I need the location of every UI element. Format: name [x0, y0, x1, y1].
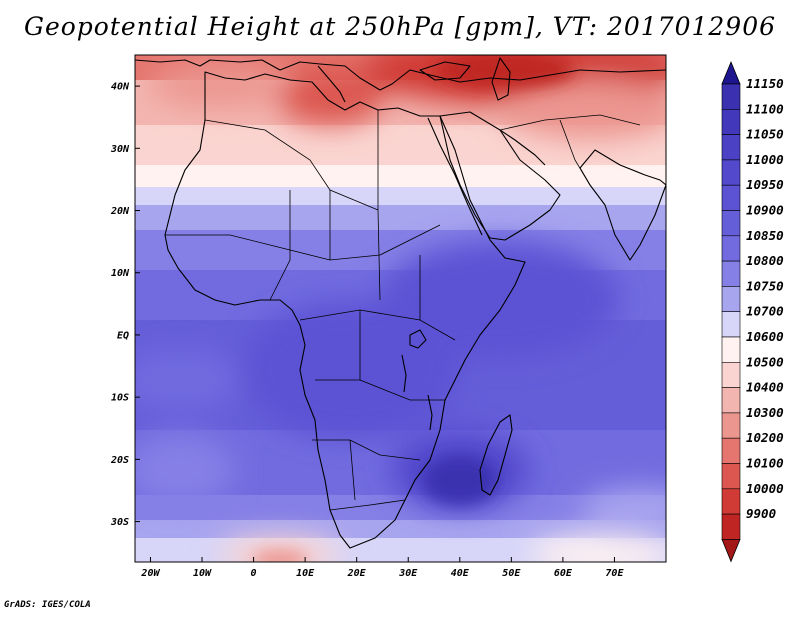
colorbar-swatch [721, 463, 741, 490]
arabia-coastline [439, 111, 561, 241]
colorbar-label: 10800 [746, 253, 784, 268]
colorbar: 11150 11100 11050 11000 10950 10900 10850 10800… [721, 60, 784, 563]
colorbar-bottom-arrow [721, 539, 741, 563]
lake-malawi [427, 394, 433, 431]
colorbar-swatch [721, 286, 741, 312]
y-axis: 40N 30N 20N 10N EQ 10S 20S 30S [110, 82, 140, 528]
colorbar-swatch [721, 412, 741, 439]
y-tick-label: 10S [111, 393, 129, 404]
colorbar-top-arrow [721, 60, 741, 85]
colorbar-swatch [721, 260, 741, 287]
band-10750 [135, 205, 666, 230]
x-tick-label: 10E [296, 568, 315, 579]
lake-tanganyika [401, 354, 407, 393]
colorbar-swatch [721, 437, 741, 464]
border-line [165, 224, 441, 261]
x-tick-label: 70E [605, 568, 624, 579]
colorbar-label: 10900 [746, 203, 784, 218]
x-tick-label: 0 [251, 568, 257, 579]
x-tick-label: 60E [554, 568, 573, 579]
y-tick-label: 10N [111, 268, 130, 279]
colorbar-label: 10300 [746, 405, 784, 420]
colorbar-swatch [721, 488, 741, 515]
border-line [312, 439, 421, 461]
red-sea-coast [427, 117, 483, 236]
colorbar-swatch [721, 387, 741, 414]
band-10750-south [135, 520, 666, 538]
europe-coastline [135, 59, 666, 91]
border-line [377, 110, 381, 301]
colorbar-swatch [721, 311, 741, 338]
band-10700 [135, 187, 666, 205]
map-frame [134, 54, 667, 563]
y-tick-label: 40N [111, 82, 130, 93]
colorbar-swatch [721, 235, 741, 262]
colorbar-label: 10750 [746, 278, 784, 293]
x-tick-label: 40E [451, 568, 470, 579]
border-line [269, 190, 291, 301]
persian-gulf-coast [499, 129, 546, 166]
colorbar-label: 10500 [746, 354, 784, 369]
colorbar-swatch [721, 361, 741, 388]
border-line [315, 379, 445, 401]
africa-coastline [164, 71, 526, 549]
grads-credit: GrADS: IGES/COLA [4, 600, 91, 610]
colorbar-swatch [721, 513, 741, 540]
caspian-sea-coast [491, 57, 511, 101]
band-10800-south [135, 495, 666, 520]
border-line [499, 114, 641, 131]
colorbar-swatch [721, 83, 741, 110]
colorbar-label: 10200 [746, 430, 784, 445]
colorbar-label: 11150 [746, 76, 784, 91]
colorbar-swatch [721, 336, 741, 363]
x-tick-label: 20W [140, 568, 160, 579]
black-sea-coast [419, 61, 471, 81]
colorbar-label: 10000 [746, 481, 784, 496]
y-tick-label: 30S [110, 517, 129, 528]
x-axis: 20W 10W 0 10E 20E 30E 40E 50E 60E 70E [140, 557, 624, 579]
colorbar-label: 10700 [746, 304, 784, 319]
x-tick-label: 20E [347, 568, 367, 579]
border-line [349, 439, 356, 501]
x-tick-label: 50E [502, 568, 521, 579]
coastlines [135, 57, 666, 549]
border-line [299, 309, 456, 341]
colorbar-label: 10400 [746, 380, 784, 395]
colorbar-label: 10850 [746, 228, 784, 243]
y-tick-label: 20S [110, 455, 129, 466]
colorbar-label: 10100 [746, 456, 784, 471]
madagascar-coastline [479, 414, 513, 496]
colorbar-swatch [721, 159, 741, 186]
border-line [329, 499, 406, 511]
colorbar-label: 9900 [746, 506, 776, 521]
colorbar-swatch [721, 134, 741, 161]
colorbar-swatch [721, 184, 741, 211]
border-line [204, 119, 379, 211]
y-tick-label: 20N [110, 206, 130, 217]
x-tick-label: 30E [398, 568, 418, 579]
colorbar-swatch [721, 210, 741, 237]
y-tick-label: 30N [110, 144, 130, 155]
chart-title: Geopotential Height at 250hPa [gpm], VT:… [23, 12, 777, 41]
x-tick-label: 10W [193, 568, 212, 579]
y-tick-label: EQ [117, 330, 129, 341]
colorbar-label: 10950 [746, 177, 784, 192]
colorbar-label: 11000 [746, 152, 784, 167]
height-field [135, 55, 666, 562]
colorbar-swatch [721, 109, 741, 135]
italy-coast [317, 65, 346, 103]
colorbar-label: 10600 [746, 329, 784, 344]
border-line [559, 119, 591, 186]
colorbar-label: 11050 [746, 127, 784, 142]
colorbar-label: 11100 [746, 101, 784, 116]
band-10600 [135, 165, 666, 187]
lake-victoria [409, 329, 427, 349]
country-borders [165, 110, 641, 511]
